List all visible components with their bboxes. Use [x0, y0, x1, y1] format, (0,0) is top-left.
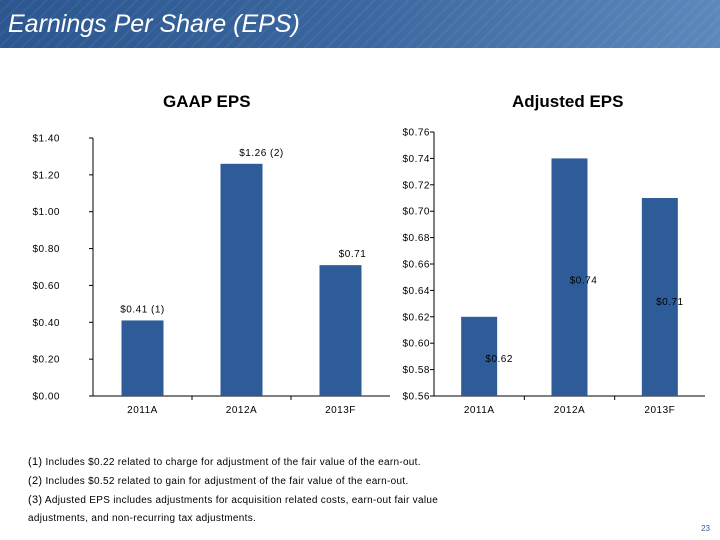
y-tick-label: $0.56	[402, 392, 430, 403]
x-tick-label: 2012A	[226, 405, 257, 416]
y-tick-label: $0.76	[402, 128, 430, 139]
footnote-2: (2) Includes $0.52 related to gain for a…	[28, 475, 409, 487]
y-tick-label: $0.66	[402, 260, 430, 271]
footnote-number: (1)	[28, 456, 43, 468]
footnote-text: Includes $0.22 related to charge for adj…	[45, 457, 421, 468]
data-label: $1.26 (2)	[239, 148, 284, 159]
y-tick-label: $0.62	[402, 312, 430, 323]
bar	[551, 158, 588, 396]
y-tick-label: $0.20	[32, 355, 60, 366]
y-tick-label: $0.00	[32, 392, 60, 403]
y-tick-label: $1.20	[32, 170, 60, 181]
footnote-3: (3) Adjusted EPS includes adjustments fo…	[28, 494, 438, 506]
data-label: $0.71	[656, 297, 684, 308]
x-tick-label: 2013F	[325, 405, 356, 416]
x-tick-label: 2012A	[554, 405, 585, 416]
data-label: $0.41 (1)	[120, 304, 165, 315]
data-label: $0.74	[570, 275, 598, 286]
data-label: $0.62	[485, 354, 513, 365]
y-tick-label: $0.72	[402, 180, 430, 191]
footnote-text: Adjusted EPS includes adjustments for ac…	[44, 495, 439, 506]
x-tick-label: 2011A	[464, 405, 495, 416]
footnote-number: (3)	[28, 494, 43, 506]
footnote-text: Includes $0.52 related to gain for adjus…	[45, 476, 409, 487]
page-number: 23	[701, 524, 710, 533]
y-tick-label: $0.70	[402, 207, 430, 218]
bar	[641, 198, 678, 396]
y-tick-label: $0.60	[32, 281, 60, 292]
footnote-number: (2)	[28, 475, 43, 487]
page-title: Earnings Per Share (EPS)	[8, 10, 300, 38]
y-tick-label: $0.68	[402, 233, 430, 244]
bar	[461, 316, 498, 396]
adjusted-chart-title: Adjusted EPS	[512, 92, 624, 111]
y-tick-label: $0.80	[32, 244, 60, 255]
gaap-chart-title: GAAP EPS	[163, 92, 251, 111]
x-tick-label: 2013F	[644, 405, 675, 416]
header-banner: Earnings Per Share (EPS)	[0, 0, 720, 48]
data-label: $0.71	[339, 249, 367, 260]
y-tick-label: $0.74	[402, 154, 430, 165]
y-tick-label: $1.40	[32, 134, 60, 145]
footnote-3-continued: adjustments, and non-recurring tax adjus…	[28, 513, 256, 524]
y-tick-label: $1.00	[32, 207, 60, 218]
x-tick-label: 2011A	[127, 405, 158, 416]
y-tick-label: $0.58	[402, 365, 430, 376]
y-tick-label: $0.64	[402, 286, 430, 297]
bar	[121, 320, 164, 396]
footnote-text: adjustments, and non-recurring tax adjus…	[28, 513, 257, 524]
bar	[319, 265, 362, 396]
y-tick-label: $0.40	[32, 318, 60, 329]
y-tick-label: $0.60	[402, 339, 430, 350]
bar	[220, 163, 263, 396]
footnote-1: (1) Includes $0.22 related to charge for…	[28, 456, 421, 468]
